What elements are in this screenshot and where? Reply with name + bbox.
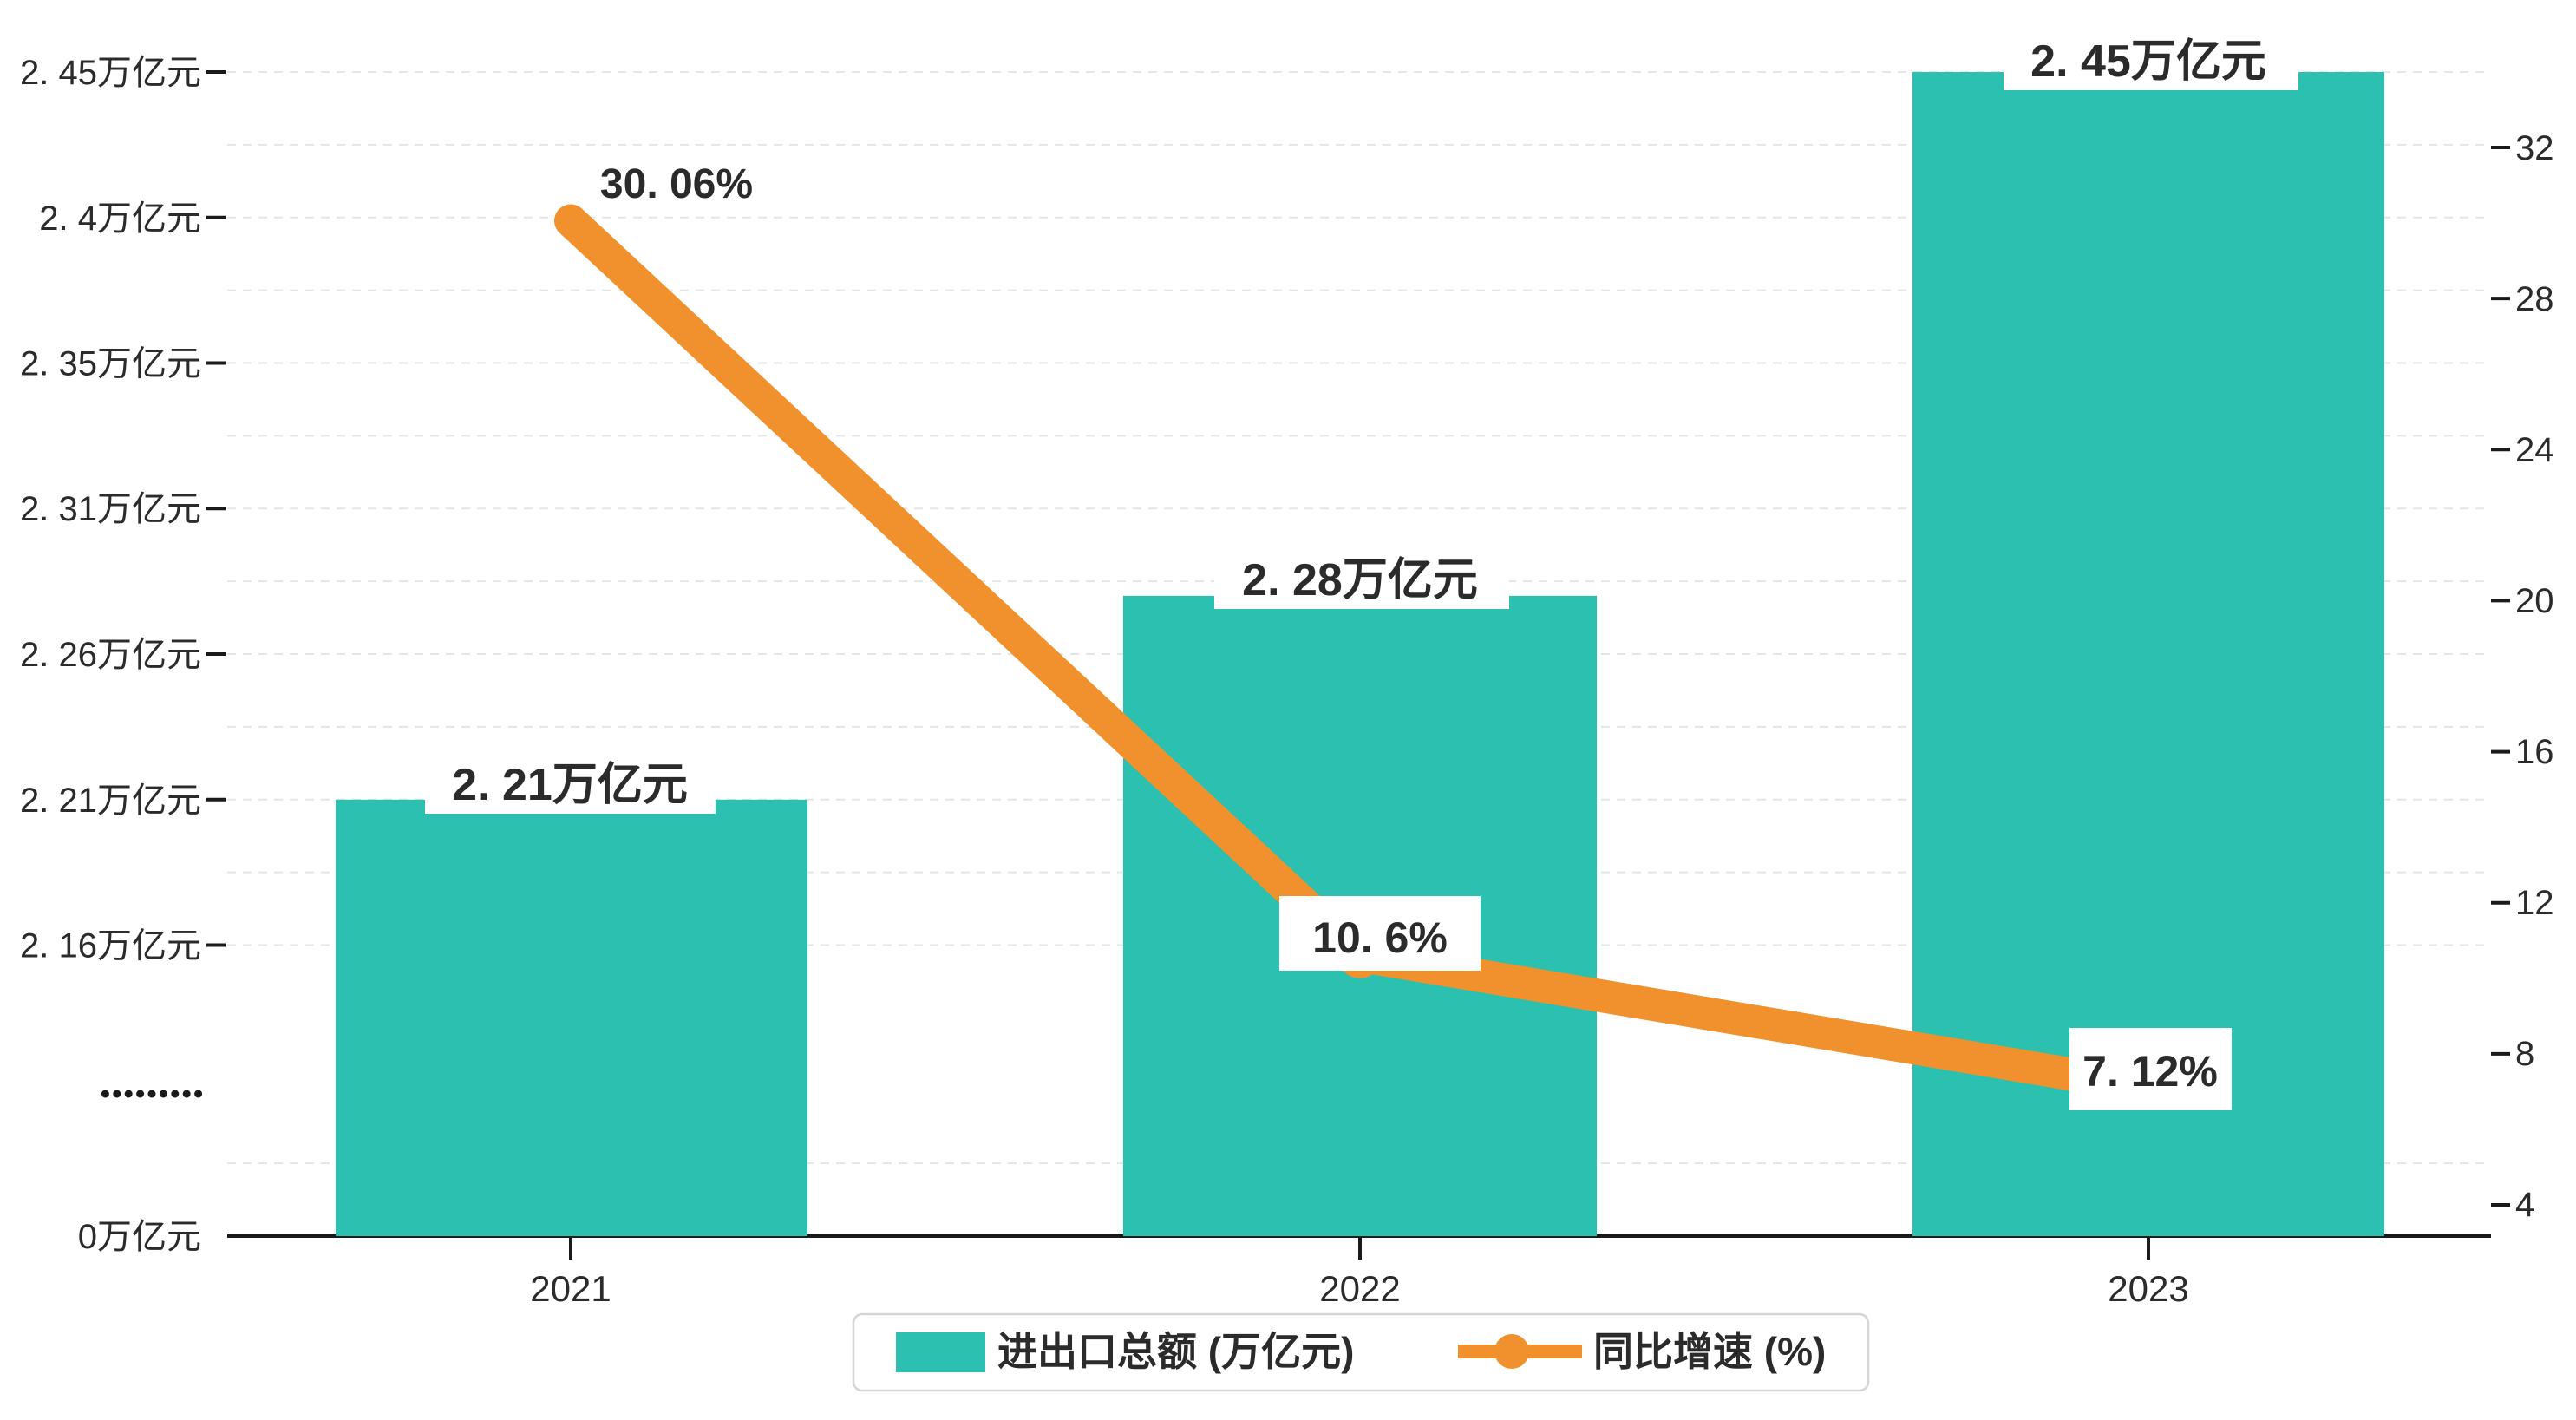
svg-text:12: 12 [2515, 884, 2554, 922]
svg-text:2. 31万亿元: 2. 31万亿元 [20, 490, 201, 528]
svg-text:30. 06%: 30. 06% [600, 161, 753, 207]
svg-text:2. 45万亿元: 2. 45万亿元 [20, 54, 201, 92]
svg-text:2. 35万亿元: 2. 35万亿元 [20, 345, 201, 383]
svg-text:7. 12%: 7. 12% [2082, 1047, 2218, 1096]
svg-text:2. 4万亿元: 2. 4万亿元 [39, 200, 201, 238]
svg-text:2. 21万亿元: 2. 21万亿元 [20, 782, 201, 820]
svg-text:24: 24 [2515, 431, 2554, 469]
svg-text:同比增速 (%): 同比增速 (%) [1593, 1329, 1826, 1374]
svg-text:2. 45万亿元: 2. 45万亿元 [2030, 36, 2266, 87]
svg-text:2022: 2022 [1319, 1268, 1400, 1309]
svg-text:2021: 2021 [530, 1268, 611, 1309]
svg-text:32: 32 [2515, 129, 2554, 167]
svg-text:20: 20 [2515, 582, 2554, 620]
svg-text:0万亿元: 0万亿元 [78, 1218, 201, 1256]
svg-text:2. 16万亿元: 2. 16万亿元 [20, 927, 201, 965]
svg-text:2. 21万亿元: 2. 21万亿元 [452, 760, 688, 810]
svg-text:8: 8 [2515, 1035, 2534, 1073]
svg-text:2023: 2023 [2108, 1268, 2188, 1309]
svg-text:2. 28万亿元: 2. 28万亿元 [1242, 555, 1478, 605]
svg-text:4: 4 [2515, 1186, 2534, 1224]
svg-text:10. 6%: 10. 6% [1312, 913, 1448, 962]
svg-text:2. 26万亿元: 2. 26万亿元 [20, 636, 201, 674]
svg-text:28: 28 [2515, 280, 2554, 318]
svg-text:进出口总额 (万亿元): 进出口总额 (万亿元) [997, 1329, 1354, 1374]
svg-text:16: 16 [2515, 733, 2554, 771]
